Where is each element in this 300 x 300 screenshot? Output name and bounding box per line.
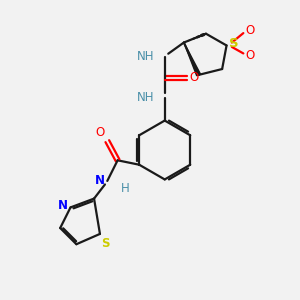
Text: O: O — [246, 24, 255, 37]
Text: S: S — [230, 38, 239, 50]
Text: O: O — [189, 71, 198, 84]
Text: H: H — [121, 182, 129, 195]
Text: S: S — [101, 237, 110, 250]
Text: N: N — [58, 200, 68, 212]
Text: NH: NH — [137, 50, 154, 63]
Polygon shape — [184, 43, 200, 76]
Text: O: O — [246, 49, 255, 62]
Text: N: N — [95, 174, 105, 188]
Text: NH: NH — [137, 92, 154, 104]
Text: O: O — [96, 126, 105, 139]
